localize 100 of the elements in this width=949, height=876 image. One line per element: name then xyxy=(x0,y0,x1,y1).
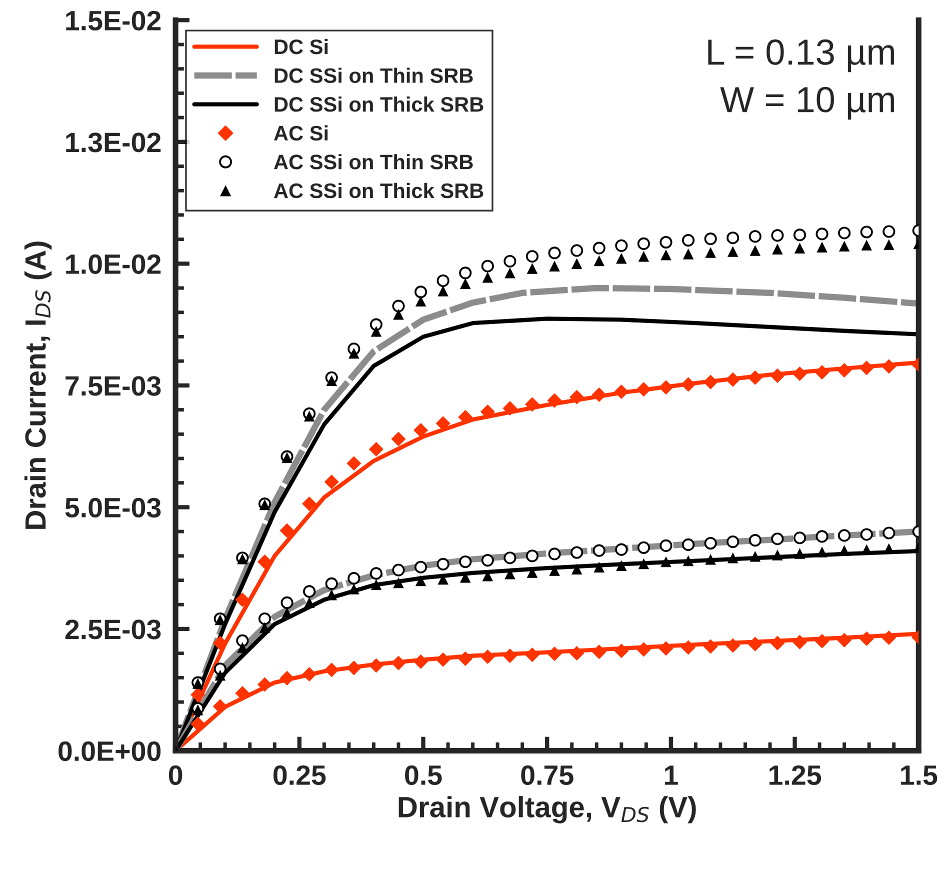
point xyxy=(548,246,561,260)
point xyxy=(391,656,406,670)
point xyxy=(258,612,272,626)
point xyxy=(838,240,850,252)
point xyxy=(594,562,604,572)
point xyxy=(771,532,784,546)
point xyxy=(616,560,627,572)
point xyxy=(750,245,761,256)
point xyxy=(346,660,362,676)
point xyxy=(859,631,874,646)
point xyxy=(368,658,384,673)
point xyxy=(504,254,516,268)
point xyxy=(860,226,873,238)
point xyxy=(280,670,294,686)
x-tick-label: 0.5 xyxy=(405,765,442,786)
point xyxy=(212,699,228,714)
point xyxy=(415,296,426,307)
point xyxy=(547,646,562,662)
point xyxy=(705,554,716,565)
point xyxy=(816,242,828,252)
point xyxy=(346,456,362,471)
point xyxy=(861,240,872,251)
legend-label: AC SSi on Thick SRB xyxy=(274,182,484,198)
point xyxy=(816,228,828,240)
point xyxy=(794,242,806,254)
point xyxy=(814,634,830,648)
point xyxy=(660,236,672,249)
x-tick-label: 1 xyxy=(664,766,678,785)
point xyxy=(594,255,604,266)
point xyxy=(413,654,428,669)
point xyxy=(302,496,317,512)
point xyxy=(726,232,740,244)
annotation: W = 10 µm xyxy=(720,86,894,120)
point xyxy=(325,577,338,590)
point xyxy=(882,526,896,540)
y-axis-title: Drain Current, I$_{DS}$ (A) xyxy=(24,242,52,529)
point xyxy=(324,662,339,678)
x-tick-label: 1.5 xyxy=(901,766,938,786)
point xyxy=(637,237,650,250)
point xyxy=(280,523,294,538)
point xyxy=(882,225,896,238)
point xyxy=(414,286,428,298)
point xyxy=(682,538,695,551)
point xyxy=(482,272,494,283)
y-tick-label: 0.0E+00 xyxy=(58,741,161,762)
point xyxy=(438,286,448,296)
point xyxy=(480,404,495,420)
point xyxy=(592,242,606,254)
point xyxy=(704,536,717,550)
y-tick-label: 5.0E-03 xyxy=(65,498,161,518)
point xyxy=(302,666,317,682)
point xyxy=(794,548,806,559)
x-tick-label: 0.25 xyxy=(273,765,326,786)
point xyxy=(436,274,450,288)
legend-label: DC Si xyxy=(274,38,328,54)
point xyxy=(370,567,382,580)
point xyxy=(748,230,762,243)
point xyxy=(436,558,450,570)
point xyxy=(526,250,539,263)
point xyxy=(837,632,852,648)
point xyxy=(592,644,606,660)
point xyxy=(770,368,785,383)
point xyxy=(348,584,360,594)
point xyxy=(682,248,694,260)
point xyxy=(190,716,206,732)
point xyxy=(348,572,360,585)
point xyxy=(458,651,473,666)
x-tick-label: 0.75 xyxy=(521,765,574,786)
point xyxy=(680,640,696,655)
point xyxy=(326,375,337,386)
point xyxy=(616,252,627,264)
point xyxy=(548,548,561,560)
x-tick-label: 1.25 xyxy=(770,765,822,786)
point xyxy=(526,550,539,562)
point xyxy=(393,577,404,588)
point xyxy=(726,638,740,653)
point xyxy=(370,326,382,337)
point xyxy=(214,670,226,681)
point xyxy=(658,380,674,395)
point xyxy=(860,528,873,541)
point xyxy=(727,246,738,257)
point xyxy=(726,372,740,387)
point xyxy=(303,585,316,598)
point xyxy=(415,575,426,586)
point xyxy=(570,390,584,404)
point xyxy=(304,410,315,422)
point xyxy=(705,247,716,258)
legend-label: AC Si xyxy=(274,125,328,141)
point xyxy=(814,365,830,380)
point xyxy=(481,554,494,567)
point xyxy=(750,551,761,562)
point xyxy=(703,374,718,390)
point xyxy=(859,360,874,376)
point xyxy=(549,565,560,576)
point xyxy=(368,442,384,457)
point xyxy=(571,564,582,574)
legend-label: DC SSi on Thin SRB xyxy=(274,68,473,83)
y-tick-label: 1.3E-02 xyxy=(66,132,161,152)
point xyxy=(348,348,360,359)
point xyxy=(682,234,695,247)
